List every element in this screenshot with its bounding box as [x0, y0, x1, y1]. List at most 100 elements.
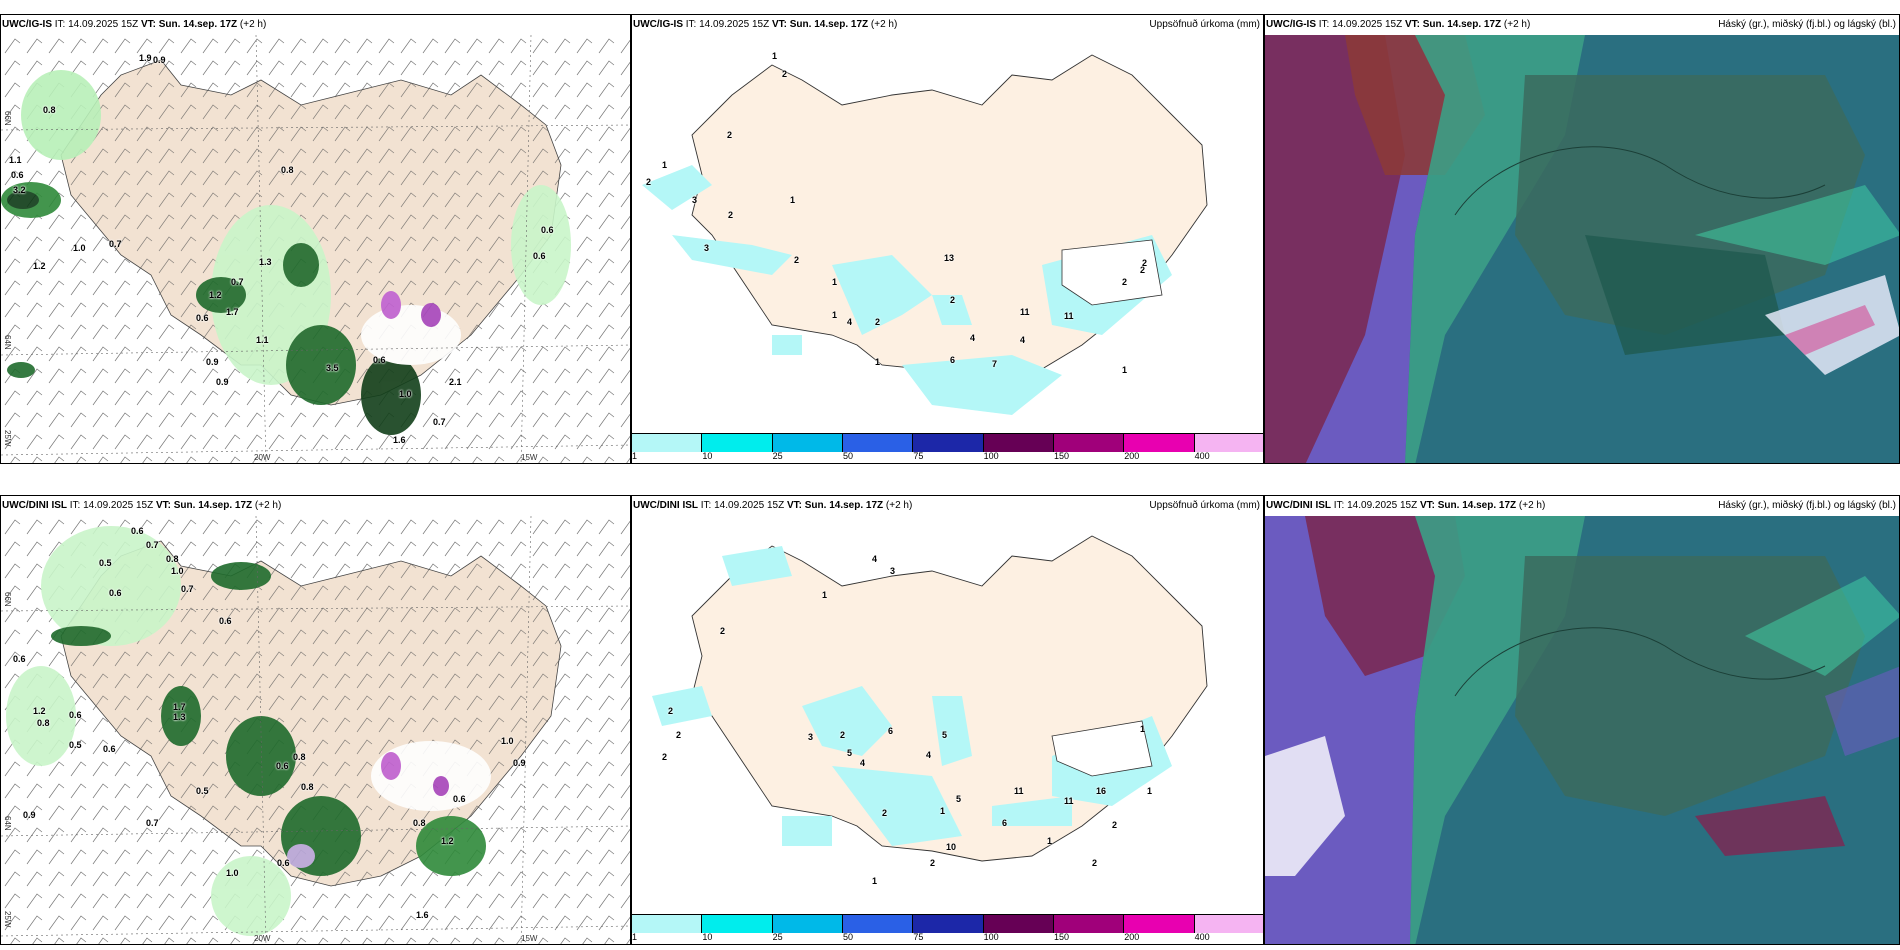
- accum-label: 13: [944, 253, 955, 263]
- precip-label: 0.8: [166, 554, 179, 564]
- legend-tick: 1: [632, 932, 638, 942]
- legend-tick: 50: [842, 451, 853, 461]
- legend-swatch: [702, 915, 773, 933]
- precip-label: 0.7: [181, 584, 194, 594]
- accum-label: 2: [1142, 258, 1148, 268]
- legend-tick: 400: [1194, 451, 1210, 461]
- accum-label: 5: [847, 748, 853, 758]
- precip-label: 0.5: [69, 740, 82, 750]
- accum-label: 4: [872, 554, 878, 564]
- precip-label: 0.7: [146, 540, 159, 550]
- accum-label: 2: [1140, 265, 1146, 275]
- precip-color-legend: [632, 433, 1263, 452]
- legend-swatch: [1053, 915, 1125, 933]
- precip-label: 0.6: [69, 710, 82, 720]
- accum-precip-map: [632, 516, 1263, 918]
- accum-label: 2: [930, 858, 936, 868]
- precip-label: 0.6: [276, 761, 289, 771]
- accum-label: 3: [808, 732, 814, 742]
- precip-label: 1.9: [139, 53, 152, 63]
- accum-label: 1: [1047, 836, 1053, 846]
- legend-tick: 1: [632, 451, 638, 461]
- precip-label: 1.7: [173, 702, 186, 712]
- legend-swatch: [772, 915, 843, 933]
- precip-label: 1.6: [416, 910, 429, 920]
- panel-title: UWC/IG-IS IT: 14.09.2025 15Z VT: Sun. 14…: [633, 19, 898, 30]
- precip-label: 0.5: [196, 786, 209, 796]
- precip-label: 0.8: [293, 752, 306, 762]
- precip-label: 1.2: [441, 836, 454, 846]
- cloud-cover-map: [1265, 35, 1899, 463]
- precip-label: 1.3: [259, 257, 272, 267]
- legend-swatch: [1194, 915, 1263, 933]
- accum-label: 10: [946, 842, 957, 852]
- precip-label: 0.9: [216, 377, 229, 387]
- accum-label: 1: [1147, 786, 1153, 796]
- accum-label: 6: [950, 355, 956, 365]
- panel-wind-precip-igis: UWC/IG-IS IT: 14.09.2025 15Z VT: Sun. 14…: [0, 14, 631, 464]
- legend-tick: 200: [1124, 932, 1140, 942]
- precip-label: 2.1: [449, 377, 462, 387]
- legend-ticks: 1 10 25 50 75 100 150 200 400: [632, 932, 1263, 942]
- accum-label: 1: [940, 806, 946, 816]
- precip-label: 0.6: [373, 355, 386, 365]
- cloud-cover-map: [1265, 516, 1899, 944]
- legend-swatch: [983, 915, 1054, 933]
- precip-label: 0.7: [146, 818, 159, 828]
- precip-label: 1.1: [256, 335, 269, 345]
- panel-title: UWC/IG-IS IT: 14.09.2025 15Z VT: Sun. 14…: [2, 19, 267, 30]
- precip-label: 0.9: [206, 357, 219, 367]
- accum-label: 2: [727, 130, 733, 140]
- legend-swatch: [632, 434, 703, 452]
- legend-swatch: [913, 915, 984, 933]
- precip-label: 0.8: [301, 782, 314, 792]
- precip-label: 0.6: [196, 313, 209, 323]
- lat-label-66n: 66N: [3, 592, 12, 607]
- precip-label: 1.7: [226, 307, 239, 317]
- accum-precip-map: [632, 35, 1263, 437]
- panel-accum-precip-igis: UWC/IG-IS IT: 14.09.2025 15Z VT: Sun. 14…: [631, 14, 1264, 464]
- accum-label: 2: [875, 317, 881, 327]
- accum-label: 2: [646, 177, 652, 187]
- accum-label: 3: [890, 566, 896, 576]
- accum-label: 2: [1122, 277, 1128, 287]
- precip-label: 0.6: [277, 858, 290, 868]
- legend-swatch: [1124, 434, 1195, 452]
- precip-label: 0.6: [13, 654, 26, 664]
- legend-ticks: 1 10 25 50 75 100 150 200 400: [632, 451, 1263, 461]
- accum-label: 3: [692, 195, 698, 205]
- accum-label: 2: [676, 730, 682, 740]
- accum-label: 11: [1064, 311, 1074, 321]
- accum-label: 2: [950, 295, 956, 305]
- precip-label: 0.6: [533, 251, 546, 261]
- accum-label: 2: [882, 808, 888, 818]
- legend-swatch: [632, 915, 703, 933]
- legend-tick: 75: [913, 932, 924, 942]
- precip-label: 0.6: [453, 794, 466, 804]
- precip-label: 1.0: [73, 243, 86, 253]
- precip-label: 1.2: [33, 706, 46, 716]
- legend-tick: 25: [772, 451, 783, 461]
- accum-label: 1: [1122, 365, 1128, 375]
- accum-label: 6: [1002, 818, 1008, 828]
- precip-label: 0.6: [103, 744, 116, 754]
- accum-label: 7: [992, 359, 998, 369]
- panel-wind-precip-dini: UWC/DINI ISL IT: 14.09.2025 15Z VT: Sun.…: [0, 495, 631, 945]
- accum-label: 6: [888, 726, 894, 736]
- precip-label: 1.0: [501, 736, 514, 746]
- precip-label: 0.8: [43, 105, 56, 115]
- legend-swatch: [702, 434, 773, 452]
- precip-label: 0.8: [281, 165, 294, 175]
- precip-green-areas: [1, 70, 571, 435]
- legend-tick: 100: [983, 451, 999, 461]
- precip-label: 1.1: [9, 155, 22, 165]
- accum-label: 1: [832, 277, 838, 287]
- accum-label: 2: [794, 255, 800, 265]
- precip-label: 0.7: [433, 417, 446, 427]
- legend-tick: 150: [1053, 451, 1069, 461]
- legend-tick: 200: [1124, 451, 1140, 461]
- lat-label-66n: 66N: [3, 111, 12, 126]
- lon-label-15w: 15W: [521, 934, 538, 943]
- accum-label: 4: [860, 758, 866, 768]
- accum-label: 1: [832, 310, 838, 320]
